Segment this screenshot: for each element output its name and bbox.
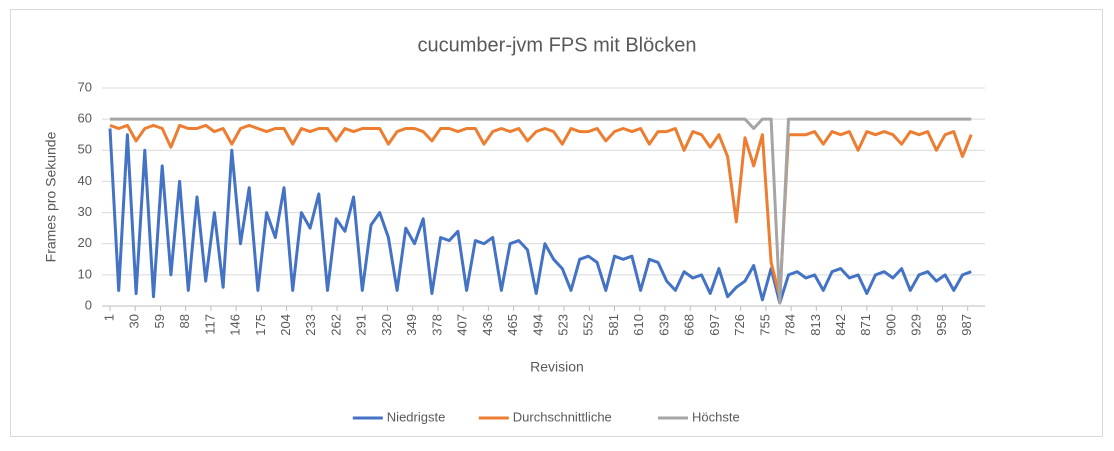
x-tick-label: 320 <box>379 314 394 336</box>
x-tick-label: 929 <box>909 314 924 336</box>
x-tick-label: 958 <box>934 314 949 336</box>
y-axis-title: Frames pro Sekunde <box>43 131 59 262</box>
x-tick-label: 175 <box>253 314 268 336</box>
y-tick-label: 60 <box>78 111 92 126</box>
x-tick-label: 407 <box>455 314 470 336</box>
x-tick-label: 639 <box>656 314 671 336</box>
chart-frame <box>10 9 1103 437</box>
y-tick-label: 20 <box>78 235 92 250</box>
x-tick-label: 349 <box>404 314 419 336</box>
series-line <box>108 128 972 305</box>
x-tick-label: 262 <box>328 314 343 336</box>
x-tick-label: 523 <box>556 314 571 336</box>
chart-title: cucumber-jvm FPS mit Blöcken <box>418 34 697 56</box>
x-tick-label: 30 <box>127 314 142 328</box>
x-tick-label: 668 <box>682 314 697 336</box>
x-tick-label: 233 <box>303 314 318 336</box>
x-tick-label: 726 <box>732 314 747 336</box>
x-tick-label: 204 <box>278 314 293 336</box>
x-tick-label: 784 <box>783 314 798 336</box>
y-tick-label: 30 <box>78 204 92 219</box>
x-tick-label: 581 <box>606 314 621 336</box>
x-tick-label: 59 <box>152 314 167 328</box>
x-tick-label: 755 <box>757 314 772 336</box>
x-tick-label: 1 <box>101 314 116 321</box>
y-tick-label: 10 <box>78 266 92 281</box>
y-tick-label: 70 <box>78 79 92 94</box>
y-tick-label: 40 <box>78 173 92 188</box>
y-tick-label: 0 <box>85 297 92 312</box>
x-tick-label: 697 <box>707 314 722 336</box>
x-tick-label: 291 <box>354 314 369 336</box>
x-tick-label: 610 <box>631 314 646 336</box>
x-tick-label: 871 <box>858 314 873 336</box>
y-tick-label: 50 <box>78 142 92 157</box>
series-line <box>109 123 973 299</box>
x-tick-label: 813 <box>808 314 823 336</box>
x-tick-label: 494 <box>530 314 545 336</box>
x-axis-title: Revision <box>530 359 584 375</box>
legend-label: Niedrigste <box>387 409 446 424</box>
x-tick-label: 378 <box>429 314 444 336</box>
series-line <box>110 117 972 305</box>
x-tick-label: 900 <box>883 314 898 336</box>
legend-label: Höchste <box>692 409 740 424</box>
legend-label: Durchschnittliche <box>513 409 612 424</box>
x-tick-label: 436 <box>480 314 495 336</box>
x-tick-label: 117 <box>202 314 217 335</box>
x-tick-label: 88 <box>177 314 192 328</box>
x-tick-label: 842 <box>833 314 848 336</box>
x-tick-label: 465 <box>505 314 520 336</box>
x-tick-label: 552 <box>581 314 596 336</box>
x-tick-label: 987 <box>959 314 974 336</box>
x-tick-label: 146 <box>228 314 243 336</box>
